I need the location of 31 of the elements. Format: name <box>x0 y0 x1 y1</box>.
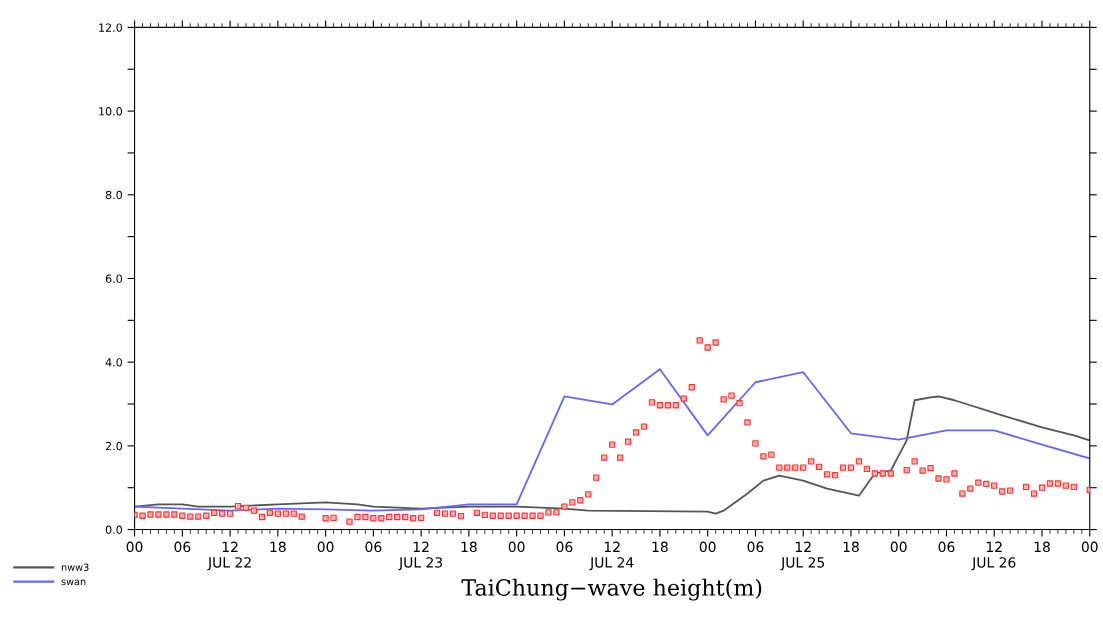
x-tick-label: 12 JUL 23 <box>398 541 443 571</box>
x-axis-title: TaiChung−wave height(m) <box>461 578 762 601</box>
y-tick-label: 12.0 <box>99 23 123 32</box>
x-tick-label: 12 JUL 25 <box>780 541 825 571</box>
y-tick-label: 8.0 <box>105 190 123 200</box>
x-tick-label: 12 JUL 24 <box>589 541 634 571</box>
x-tick-label: 18 <box>270 541 286 553</box>
x-tick-label: 06 <box>174 541 191 553</box>
x-tick-label: 06 <box>365 541 382 553</box>
x-tick-label: 00 <box>890 541 907 553</box>
legend-label: swan <box>61 579 86 586</box>
x-tick-label: 00 <box>317 541 334 553</box>
x-tick-label: 18 <box>461 541 477 553</box>
y-tick-label: 6.0 <box>105 274 123 283</box>
x-tick-label: 00 <box>508 541 525 553</box>
x-tick-label: 12 JUL 26 <box>971 541 1016 571</box>
y-tick-label: 0.0 <box>105 525 123 534</box>
x-tick-label: 00 <box>1081 541 1098 553</box>
y-tick-label: 10.0 <box>99 107 123 116</box>
x-tick-label: 00 <box>699 541 716 553</box>
y-tick-label: 2.0 <box>105 441 123 451</box>
x-tick-label: 06 <box>938 541 955 553</box>
legend-label: nww3 <box>61 563 89 571</box>
x-tick-label: 00 <box>126 541 143 553</box>
x-tick-label: 06 <box>556 541 573 553</box>
x-tick-label: 06 <box>747 541 764 553</box>
x-tick-label: 18 <box>1034 541 1050 553</box>
x-tick-label: 18 <box>843 541 859 553</box>
x-tick-label: 12 JUL 22 <box>207 541 251 571</box>
y-tick-label: 4.0 <box>105 358 123 367</box>
x-tick-label: 18 <box>652 541 668 553</box>
